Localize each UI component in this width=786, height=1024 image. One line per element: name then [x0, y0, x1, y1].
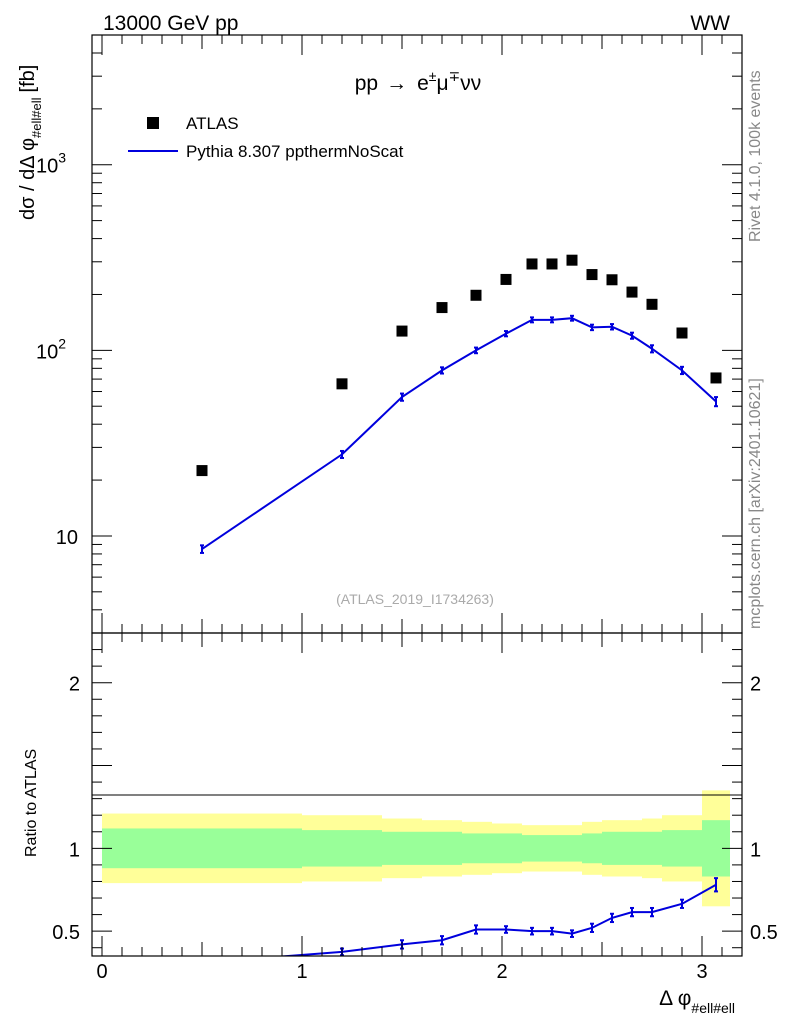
main-panel-frame	[91, 34, 743, 634]
source-info: mcplots.cern.ch [arXiv:2401.10621]	[747, 378, 764, 629]
x-tick-label: 3	[696, 961, 707, 983]
x-label-text: Δ φ	[659, 987, 691, 1010]
atlas-data-point	[606, 274, 618, 286]
energy-label: 13000 GeV pp	[103, 12, 238, 35]
legend-marker-atlas	[147, 117, 159, 129]
title-muon-charge: ∓	[449, 68, 461, 84]
analysis-watermark: (ATLAS_2019_I1734263)	[336, 591, 494, 607]
main-y-tick-exponent: 3	[58, 150, 66, 166]
title-arrow: →	[386, 72, 407, 95]
atlas-data-point	[586, 269, 598, 281]
atlas-data-point	[646, 298, 658, 310]
ratio-band-inner	[462, 833, 492, 864]
x-label-subscript: #ell#ell	[691, 1000, 735, 1016]
main-y-tick-base: 10	[36, 156, 58, 178]
ratio-band-inner	[302, 830, 382, 867]
ratio-band-inner	[642, 831, 662, 865]
main-y-tick-label: 102	[36, 335, 66, 363]
x-tick-label: 0	[96, 961, 107, 983]
ratio-axis-ticks: 0.5 0.5 1 1 2 2 0 1 2 3	[52, 633, 778, 983]
ratio-band-inner	[522, 835, 542, 862]
atlas-data-point	[436, 302, 448, 314]
main-y-label-text: dσ / dΔ φ	[17, 138, 39, 220]
title-pp: pp	[355, 72, 378, 95]
ratio-y-tick-label-left: 1	[69, 839, 80, 861]
ratio-y-tick-label-left: 2	[69, 674, 80, 696]
main-y-tick-exponent: 2	[58, 335, 66, 351]
rivet-info: Rivet 4.1.0, 100k events	[747, 70, 764, 242]
atlas-data-point	[546, 258, 558, 270]
main-y-tick-label: 10	[56, 527, 78, 549]
title-neutrinos: νν	[460, 72, 481, 95]
ratio-band-inner	[102, 828, 302, 869]
ratio-band-inner	[422, 831, 462, 865]
atlas-data-point	[196, 465, 208, 477]
atlas-data-point	[676, 327, 688, 339]
ratio-panel-frame	[91, 632, 743, 957]
main-y-tick-base: 10	[56, 527, 78, 549]
atlas-data-point	[470, 289, 482, 301]
ratio-y-tick-label-left: 0.5	[52, 922, 80, 944]
atlas-data-point	[500, 273, 512, 285]
main-title: pp → e±μ∓νν	[355, 68, 482, 95]
ratio-y-tick-label-right: 2	[750, 674, 761, 696]
ratio-y-tick-label-right: 0.5	[750, 922, 778, 944]
title-electron: e	[417, 72, 429, 95]
title-muon: μ	[436, 72, 448, 95]
atlas-data-point	[626, 286, 638, 298]
title-electron-charge: ±	[429, 68, 437, 84]
ratio-band-inner	[562, 835, 582, 862]
ratio-band-inner	[622, 831, 642, 865]
ratio-uncertainty-bands	[102, 790, 730, 907]
ratio-band-inner	[602, 831, 622, 865]
ratio-band-inner	[662, 830, 702, 867]
atlas-data-point	[566, 254, 578, 266]
x-tick-label: 2	[496, 961, 507, 983]
atlas-data-point	[396, 325, 408, 337]
legend-label-pythia: Pythia 8.307 ppthermNoScat	[186, 142, 404, 161]
main-y-tick-label: 103	[36, 150, 66, 178]
main-y-label-subscript: #ell#ell	[29, 97, 44, 138]
ratio-band-inner	[492, 833, 522, 864]
main-y-axis-label: dσ / dΔ φ#ell#ell [fb]	[17, 65, 44, 220]
x-tick-label: 1	[296, 961, 307, 983]
ratio-y-axis-label: Ratio to ATLAS	[23, 749, 40, 857]
atlas-data-point	[710, 372, 722, 384]
ratio-series-group	[275, 877, 718, 956]
process-label: WW	[690, 12, 730, 35]
ratio-band-inner	[382, 831, 422, 865]
pythia-ratio-curve	[275, 883, 717, 956]
atlas-data-point	[526, 258, 538, 270]
main-series-layer	[196, 254, 722, 554]
main-y-label-unit: [fb]	[17, 65, 39, 93]
atlas-data-point	[336, 378, 348, 390]
ratio-band-inner	[582, 833, 602, 864]
main-y-tick-base: 10	[36, 341, 58, 363]
ratio-y-tick-label-right: 1	[750, 839, 761, 861]
x-axis-label: Δ φ#ell#ell	[659, 987, 735, 1016]
ratio-series-layer	[275, 877, 718, 956]
ratio-band-inner	[542, 835, 562, 862]
legend-label-atlas: ATLAS	[186, 114, 239, 133]
